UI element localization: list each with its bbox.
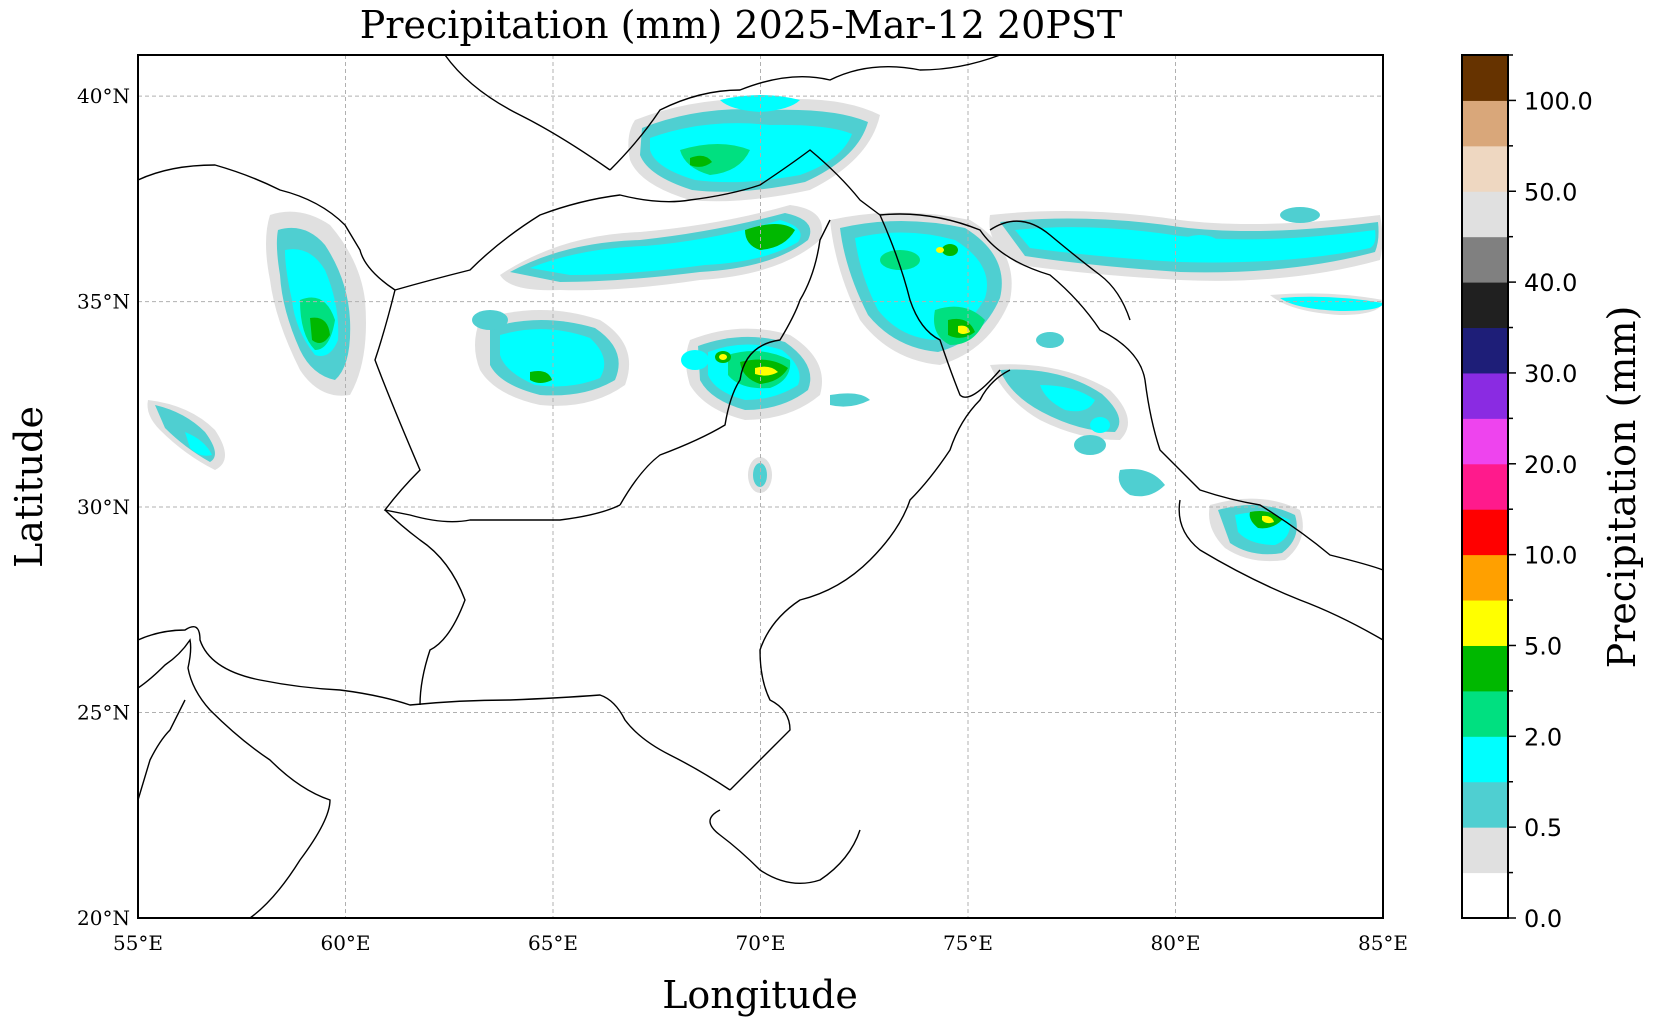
colorbar-segment: [1462, 327, 1508, 374]
x-tick-label: 80°E: [1150, 931, 1200, 955]
colorbar-tick-label: 0.0: [1524, 905, 1562, 933]
colorbar-segment: [1462, 645, 1508, 692]
border-afghanistan-north: [394, 149, 881, 291]
colorbar-segment: [1462, 372, 1508, 419]
colorbar-tick-label: 40.0: [1524, 269, 1577, 297]
precipitation-layer: [147, 95, 1383, 562]
y-tick-label: 35°N: [77, 290, 130, 314]
y-tick-label: 30°N: [77, 495, 130, 519]
colorbar-segment: [1462, 781, 1508, 828]
map-grid: [138, 55, 1383, 918]
colorbar-frame: [1461, 54, 1509, 919]
map-area: [137, 54, 1384, 919]
y-axis-title: Latitude: [7, 406, 51, 568]
colorbar-segment: [1462, 236, 1508, 283]
colorbar-tick-label: 20.0: [1524, 451, 1577, 479]
x-tick-label: 65°E: [528, 931, 578, 955]
precip-region-afghan-band: [500, 205, 822, 291]
precip-region-kashmir: [830, 212, 1012, 365]
colorbar-segment: [1462, 690, 1508, 737]
colorbar-segment: [1462, 600, 1508, 646]
colorbar-segment: [1462, 827, 1508, 874]
colorbar-tick-label: 50.0: [1524, 178, 1577, 206]
border-china-west: [989, 220, 1131, 321]
y-tick-label: 25°N: [77, 701, 130, 725]
coastline-gujarat: [709, 809, 861, 885]
colorbar-tick-label: 100.0: [1524, 87, 1593, 115]
colorbar-title: Precipitation (mm): [1600, 306, 1644, 669]
border-pakistan-india: [729, 213, 1146, 791]
colorbar-segment: [1462, 463, 1508, 510]
colorbar-segment: [1462, 736, 1508, 783]
x-tick-label: 70°E: [735, 931, 785, 955]
colorbar-segment: [1462, 100, 1508, 147]
precip-region-ne-iran: [266, 211, 366, 396]
border-pakistan-east: [879, 214, 1001, 398]
x-tick-label: 85°E: [1358, 931, 1408, 955]
x-tick-labels: 55°E 60°E 65°E 70°E 75°E 80°E 85°E: [113, 931, 1408, 955]
colorbar-tick-label: 5.0: [1524, 632, 1562, 660]
colorbar-segment: [1462, 282, 1508, 329]
border-iran-pakistan: [384, 509, 466, 706]
colorbar-tick-label: 2.0: [1524, 723, 1562, 751]
map-frame: [137, 54, 1384, 919]
y-tick-label: 40°N: [77, 84, 130, 108]
x-tick-label: 60°E: [320, 931, 370, 955]
border-afghanistan-pakistan: [619, 219, 831, 506]
border-india-china-nepal: [1144, 379, 1384, 641]
colorbar: 0.0 0.5 2.0 5.0 10.0 20.0 30.0 40.0 50.0 100.0: [1461, 54, 1593, 933]
y-tick-label: 20°N: [77, 906, 130, 930]
border-central-asia: [137, 54, 1001, 226]
precip-region-central-afghanistan: [475, 310, 630, 406]
y-tick-labels: 20°N 25°N 30°N 35°N 40°N: [77, 84, 130, 930]
colorbar-segment: [1462, 191, 1508, 238]
colorbar-segment: [1462, 872, 1508, 919]
coastline-arabia: [137, 638, 331, 919]
colorbar-tick-label: 30.0: [1524, 360, 1577, 388]
colorbar-segment: [1462, 55, 1508, 101]
precip-region-tajikistan: [628, 95, 880, 202]
x-tick-label: 55°E: [113, 931, 163, 955]
colorbar-tick-label: 10.0: [1524, 542, 1577, 570]
map-title: Precipitation (mm) 2025-Mar-12 20PST: [360, 3, 1123, 47]
x-axis-title: Longitude: [662, 973, 858, 1017]
colorbar-segment: [1462, 145, 1508, 192]
precip-region-central-iran: [147, 400, 225, 470]
colorbar-segment: [1462, 418, 1508, 465]
precip-region-w-nepal: [1209, 498, 1303, 562]
colorbar-segment: [1462, 509, 1508, 556]
colorbar-tick-label: 0.5: [1524, 814, 1562, 842]
border-iran-afghanistan: [344, 224, 621, 523]
colorbar-segment: [1462, 554, 1508, 601]
x-tick-label: 75°E: [943, 931, 993, 955]
